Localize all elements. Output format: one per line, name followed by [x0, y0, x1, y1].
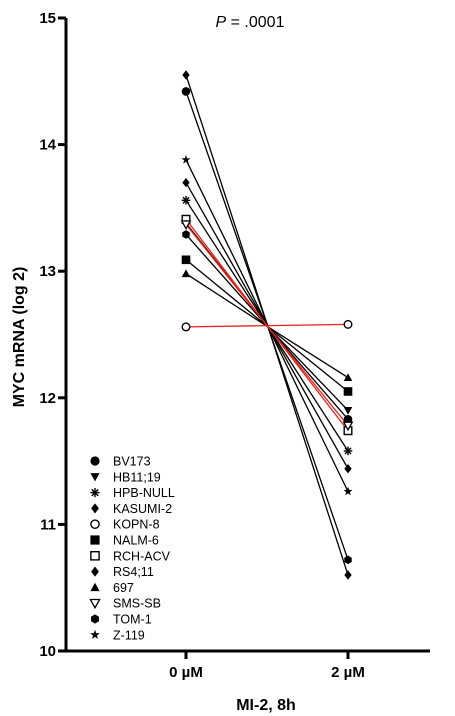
point-hpb-null-1 [343, 446, 353, 456]
point-kopn-8-0 [181, 322, 191, 332]
x-tick-label: 0 µM [169, 664, 203, 681]
legend-marker-hb11-19 [90, 473, 100, 482]
point-tom-1-0 [182, 230, 190, 239]
legend-marker-tom-1 [91, 614, 99, 624]
point-nalm-6-1 [343, 387, 353, 396]
point-sms-sb-1 [342, 421, 354, 432]
series-lines [185, 74, 349, 576]
legend-label-sms-sb: SMS-SB [113, 597, 161, 611]
legend-label-kasumi-2: KASUMI-2 [113, 502, 172, 516]
series-line-sms-sb [185, 223, 349, 427]
legend-label-rs4-11: RS4;11 [113, 565, 154, 579]
y-tick-label: 12 [39, 390, 56, 407]
legend-label-bv173: BV173 [113, 455, 151, 469]
legend-marker-rch-acv [90, 551, 100, 561]
legend-marker-z-119 [90, 629, 100, 639]
legend-label-hpb-null: HPB-NULL [113, 486, 175, 500]
legend-marker-rs4-11 [91, 566, 99, 577]
series-markers [180, 70, 354, 580]
point-tom-1-1 [344, 555, 352, 565]
point-697-1 [343, 373, 353, 381]
legend-marker-nalm-6 [90, 535, 100, 545]
point-kasumi-2-0 [182, 70, 190, 80]
point-rs4-11-1 [344, 463, 352, 474]
y-tick-label: 11 [40, 516, 56, 533]
x-axis-title: MI-2, 8h [236, 697, 296, 714]
axes: 10 11 12 13 14 15 0 µM 2 µM [39, 10, 430, 681]
point-hpb-null-0 [181, 196, 191, 205]
point-bv173-0 [181, 87, 191, 96]
point-nalm-6-0 [181, 255, 191, 265]
legend-marker-sms-sb [89, 598, 101, 610]
legend-marker-hpb-null [90, 488, 100, 498]
point-kopn-8-1 [343, 319, 353, 329]
point-697-0 [181, 269, 191, 278]
point-kasumi-2-1 [344, 570, 352, 580]
x-tick-label: 2 µM [331, 664, 365, 681]
legend-marker-bv173 [90, 456, 100, 466]
y-tick-label: 10 [39, 643, 56, 660]
point-z-119-1 [343, 486, 353, 496]
point-rs4-11-0 [182, 177, 190, 188]
legend-label-z-119: Z-119 [113, 628, 145, 642]
y-tick-label: 13 [39, 263, 56, 280]
y-axis-title: MYC mRNA (log 2) [11, 267, 28, 408]
y-tick-label: 15 [39, 10, 56, 27]
legend-marker-697 [90, 582, 100, 592]
legend-marker-kasumi-2 [91, 503, 99, 514]
legend-label-hb11-19: HB11;19 [113, 470, 161, 484]
legend-label-697: 697 [113, 581, 134, 595]
legend-label-rch-acv: RCH-ACV [113, 549, 171, 563]
legend-label-kopn-8: KOPN-8 [113, 518, 160, 532]
series-line-tom-1 [185, 234, 349, 561]
legend-label-nalm-6: NALM-6 [113, 534, 159, 548]
legend-marker-kopn-8 [90, 519, 100, 530]
point-sms-sb-0 [180, 220, 192, 230]
legend-label-tom-1: TOM-1 [113, 613, 152, 627]
p-value-annotation: P = .0001 [216, 14, 285, 31]
point-z-119-0 [181, 155, 191, 164]
point-bv173-1 [343, 415, 353, 424]
y-tick-label: 14 [39, 137, 56, 154]
point-hb11-19-1 [343, 407, 353, 415]
